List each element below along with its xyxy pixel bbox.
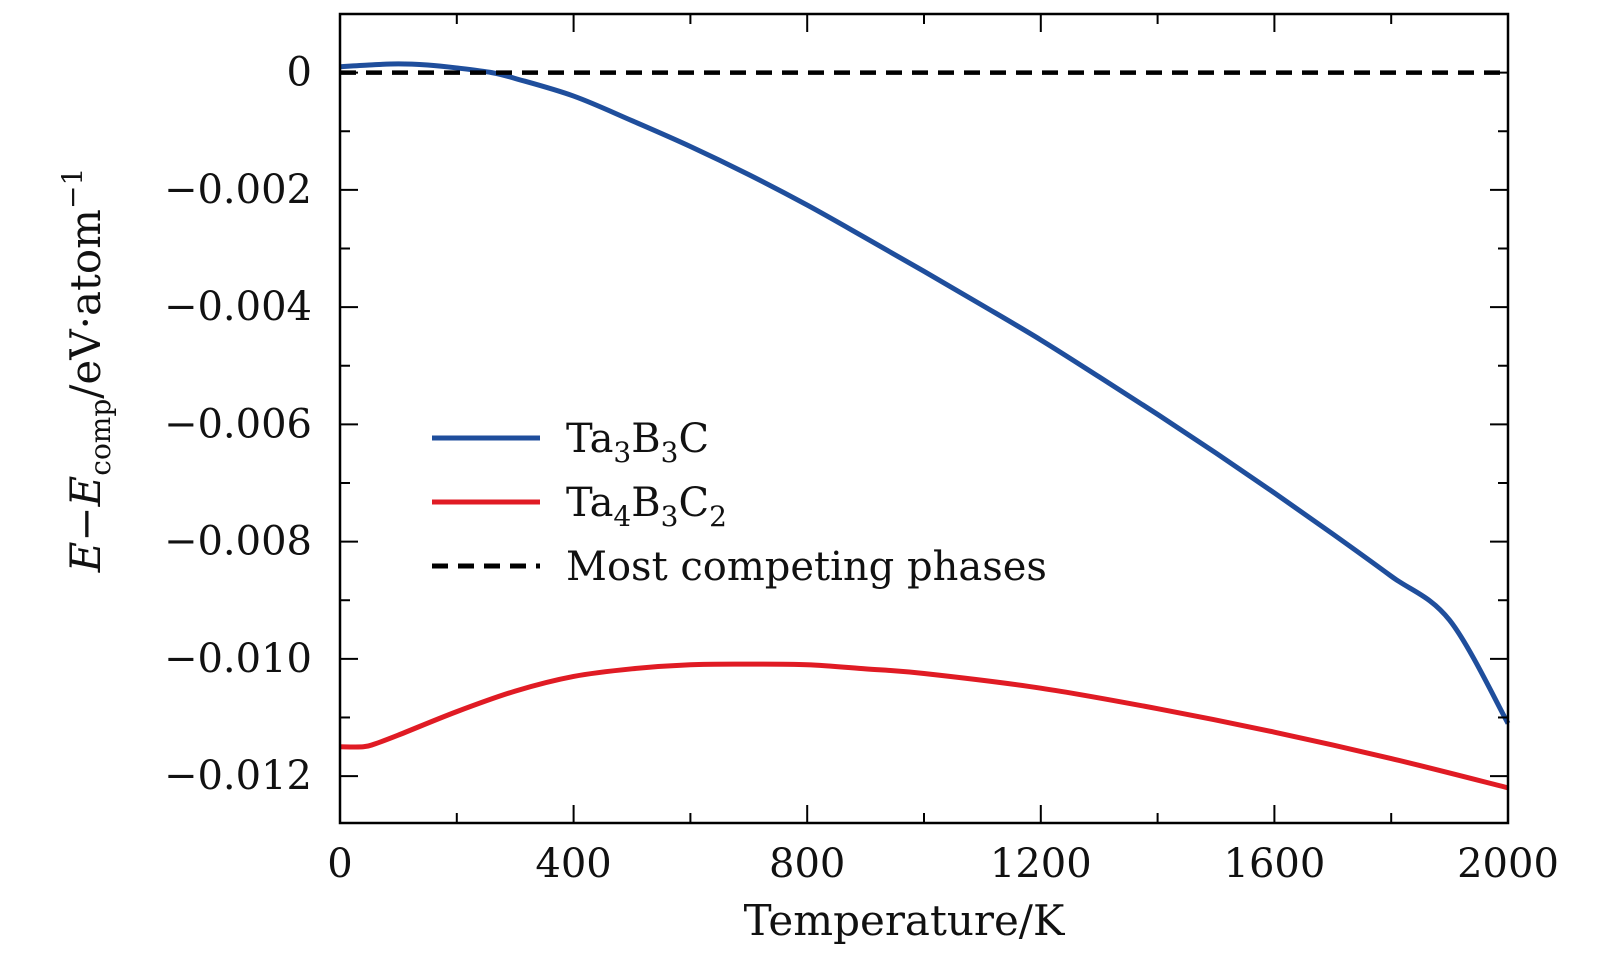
x-tick-label: 2000 [1457,841,1559,887]
y-tick-label: −0.012 [164,753,312,799]
y-tick-label: −0.008 [164,519,312,565]
y-title-unit: /eV·atom [61,209,110,399]
y-tick-label: −0.002 [164,167,312,213]
x-tick-label: 400 [535,841,611,887]
plot-area [339,61,1511,791]
y-tick-label: −0.006 [164,401,312,447]
y-title-e-comp: E [61,476,110,508]
x-tick-label: 1200 [990,841,1092,887]
tick-labels: 0 400 800 1200 1600 2000 0 −0.002 −0.004 −0.006 −0… [164,50,1559,887]
plot-frame [338,12,1510,825]
y-title-sup: −1 [56,168,89,209]
y-title-sub: comp [84,399,117,476]
x-axis-title: Temperature/K [744,896,1066,945]
y-tick-label: −0.004 [164,284,312,330]
y-tick-label: 0 [287,50,312,96]
svg-text:E−Ecomp/eV·atom−1: E−Ecomp/eV·atom−1 [56,168,117,574]
legend-label: Most competing phases [566,544,1047,590]
legend-label: Ta3B3C [566,416,709,469]
y-axis-title: E−Ecomp/eV·atom−1 [56,168,117,574]
y-title-dash: − [61,506,110,541]
x-tick-label: 1600 [1224,841,1326,887]
legend-label: Ta4B3C2 [566,480,727,533]
series-line-ta4b3c2 [339,661,1509,791]
y-tick-label: −0.010 [164,636,312,682]
x-tick-label: 800 [769,841,845,887]
axis-ticks [339,13,1509,823]
y-title-e: E [61,542,110,574]
x-tick-label: 0 [327,841,352,887]
legend: Ta3B3C Ta4B3C2 Most competing phases [432,416,1047,590]
series-line-ta3b3c [339,61,1511,725]
